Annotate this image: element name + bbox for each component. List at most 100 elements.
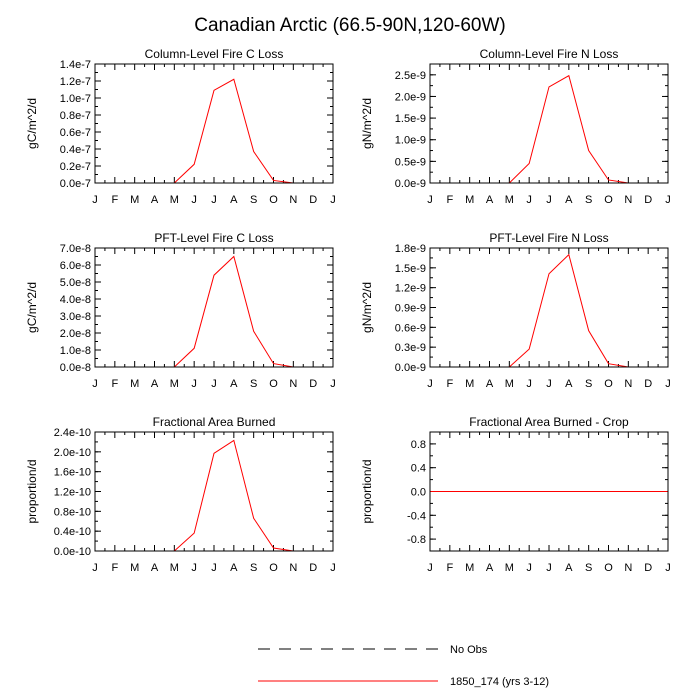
series-line [95, 78, 333, 184]
y-tick-label: 7.0e-8 [60, 243, 91, 255]
x-tick-label: J [526, 378, 532, 390]
y-tick-label: 1.2e-7 [60, 76, 91, 88]
x-tick-label: A [486, 194, 494, 206]
x-tick-label: J [546, 378, 552, 390]
x-tick-label: O [604, 194, 613, 206]
x-tick-label: A [151, 562, 159, 574]
x-tick-label: M [505, 194, 514, 206]
y-tick-label: 1.5e-9 [395, 263, 426, 275]
y-tick-label: 0.0 [411, 487, 426, 499]
x-tick-label: J [427, 562, 433, 574]
y-tick-label: 2.0e-10 [54, 447, 91, 459]
y-tick-label: 1.5e-9 [395, 113, 426, 125]
x-tick-label: J [427, 378, 433, 390]
x-tick-label: A [151, 378, 159, 390]
y-tick-label: 0.0e-9 [395, 362, 426, 374]
x-tick-label: J [330, 562, 336, 574]
x-tick-label: N [624, 378, 632, 390]
series-line [95, 439, 333, 552]
x-tick-label: A [565, 194, 573, 206]
x-tick-label: A [486, 378, 494, 390]
x-tick-label: J [330, 194, 336, 206]
figure-title: Canadian Arctic (66.5-90N,120-60W) [194, 15, 506, 36]
x-tick-label: J [330, 378, 336, 390]
y-tick-label: 0.8e-7 [60, 110, 91, 122]
y-tick-label: 0.4 [411, 463, 426, 475]
plot-frame [94, 247, 334, 368]
x-tick-label: D [309, 378, 317, 390]
x-tick-label: M [130, 378, 139, 390]
x-tick-label: D [644, 378, 652, 390]
x-tick-label: J [211, 378, 217, 390]
series-line [430, 74, 668, 184]
x-tick-label: A [151, 194, 159, 206]
series-line [95, 255, 333, 368]
x-tick-label: J [211, 562, 217, 574]
x-tick-label: J [665, 562, 671, 574]
y-tick-label: 0.8e-10 [54, 506, 91, 518]
x-tick-label: J [665, 194, 671, 206]
x-tick-label: F [446, 194, 453, 206]
series-line [430, 253, 668, 368]
y-tick-label: 2.0e-8 [60, 328, 91, 340]
plot-frame [94, 63, 334, 184]
x-tick-label: A [486, 562, 494, 574]
x-tick-label: A [565, 562, 573, 574]
y-axis-label: gN/m^2/d [360, 282, 374, 333]
x-tick-label: O [269, 378, 278, 390]
chart-title: Fractional Area Burned - Crop [469, 415, 629, 429]
x-tick-label: F [111, 378, 118, 390]
x-tick-label: J [526, 562, 532, 574]
legend-label-1850-174: 1850_174 (yrs 3-12) [450, 676, 549, 688]
y-tick-label: 0.4e-7 [60, 144, 91, 156]
x-tick-label: O [269, 194, 278, 206]
x-tick-label: A [565, 378, 573, 390]
y-tick-label: 4.0e-8 [60, 294, 91, 306]
x-tick-label: S [250, 378, 257, 390]
y-tick-label: -0.8 [407, 534, 426, 546]
y-tick-label: 0.0e-9 [395, 178, 426, 190]
chart-title: Fractional Area Burned [153, 415, 276, 429]
x-tick-label: M [170, 378, 179, 390]
y-tick-label: 1.4e-7 [60, 59, 91, 71]
x-tick-label: S [250, 562, 257, 574]
y-tick-label: -0.4 [407, 510, 426, 522]
chart-title: Column-Level Fire C Loss [145, 47, 284, 61]
y-tick-label: 2.4e-10 [54, 427, 91, 439]
y-axis-label: gC/m^2/d [25, 282, 39, 333]
y-tick-label: 0.6e-7 [60, 127, 91, 139]
x-tick-label: J [546, 562, 552, 574]
x-tick-label: J [665, 378, 671, 390]
plot-frame [429, 247, 669, 368]
x-tick-label: J [191, 562, 197, 574]
y-axis-label: gN/m^2/d [360, 98, 374, 149]
x-tick-label: S [585, 194, 592, 206]
y-tick-label: 0.6e-9 [395, 322, 426, 334]
y-tick-label: 1.6e-10 [54, 467, 91, 479]
y-tick-label: 2.0e-9 [395, 91, 426, 103]
y-tick-label: 5.0e-8 [60, 277, 91, 289]
x-tick-label: O [604, 562, 613, 574]
chart-title: PFT-Level Fire C Loss [154, 231, 273, 245]
x-tick-label: M [465, 562, 474, 574]
x-tick-label: S [585, 562, 592, 574]
x-tick-label: M [465, 194, 474, 206]
x-tick-label: J [427, 194, 433, 206]
x-tick-label: N [289, 562, 297, 574]
legend: No Obs 1850_174 (yrs 3-12) [258, 644, 549, 688]
y-tick-label: 0.8 [411, 439, 426, 451]
x-tick-label: D [309, 562, 317, 574]
x-tick-label: J [191, 194, 197, 206]
x-tick-label: J [92, 378, 98, 390]
x-tick-label: M [170, 194, 179, 206]
x-tick-label: N [289, 378, 297, 390]
y-tick-label: 1.2e-10 [54, 487, 91, 499]
x-tick-label: J [211, 194, 217, 206]
legend-label-no-obs: No Obs [450, 644, 488, 656]
